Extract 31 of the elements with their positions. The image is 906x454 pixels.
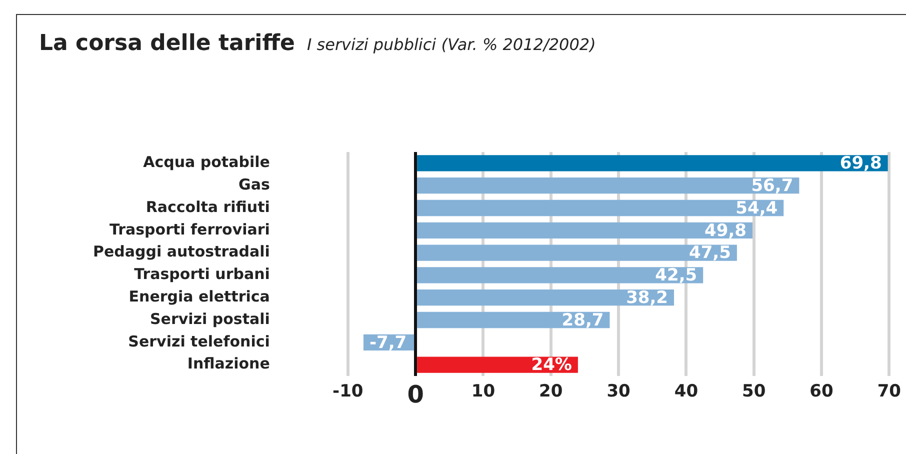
- data-label: 42,5: [655, 266, 698, 286]
- x-tick-label: 50: [742, 382, 766, 402]
- y-tick-label: Pedaggi autostradali: [92, 242, 270, 261]
- chart-subtitle: I servizi pubblici (Var. % 2012/2002): [306, 35, 596, 54]
- x-tick-label: 10: [471, 382, 496, 402]
- data-label: -7,7: [369, 332, 407, 353]
- x-tick-label: 60: [810, 382, 834, 402]
- y-tick-label: Servizi telefonici: [128, 332, 270, 350]
- y-tick-label: Energia elettrica: [128, 287, 270, 306]
- data-label: 49,8: [704, 220, 746, 241]
- x-tick-label: -10: [332, 382, 364, 402]
- x-tick-label: 20: [539, 382, 563, 402]
- x-tick-label: 0: [407, 380, 424, 409]
- text: La corsa delle tariffe: [39, 31, 295, 56]
- y-tick-label: Trasporti urbani: [134, 265, 270, 284]
- data-label: 38,2: [626, 288, 668, 308]
- data-label: 28,7: [562, 310, 604, 330]
- y-tick-label: Servizi postali: [150, 310, 270, 328]
- x-tick-label: 70: [877, 382, 902, 402]
- data-label: 56,7: [751, 176, 794, 196]
- data-label: 54,4: [736, 198, 778, 218]
- data-label: 24%: [531, 355, 572, 376]
- x-tick-label: 30: [606, 382, 631, 402]
- data-label: 69,8: [840, 154, 882, 174]
- data-label: 47,5: [688, 243, 731, 264]
- y-tick-label: Trasporti ferroviari: [110, 220, 270, 238]
- y-tick-label: Acqua potabile: [143, 153, 270, 172]
- y-tick-label: Inflazione: [187, 354, 270, 373]
- x-tick-label: 40: [674, 382, 698, 402]
- y-tick-label: Raccolta rifiuti: [146, 198, 270, 216]
- y-tick-label: Gas: [238, 175, 270, 194]
